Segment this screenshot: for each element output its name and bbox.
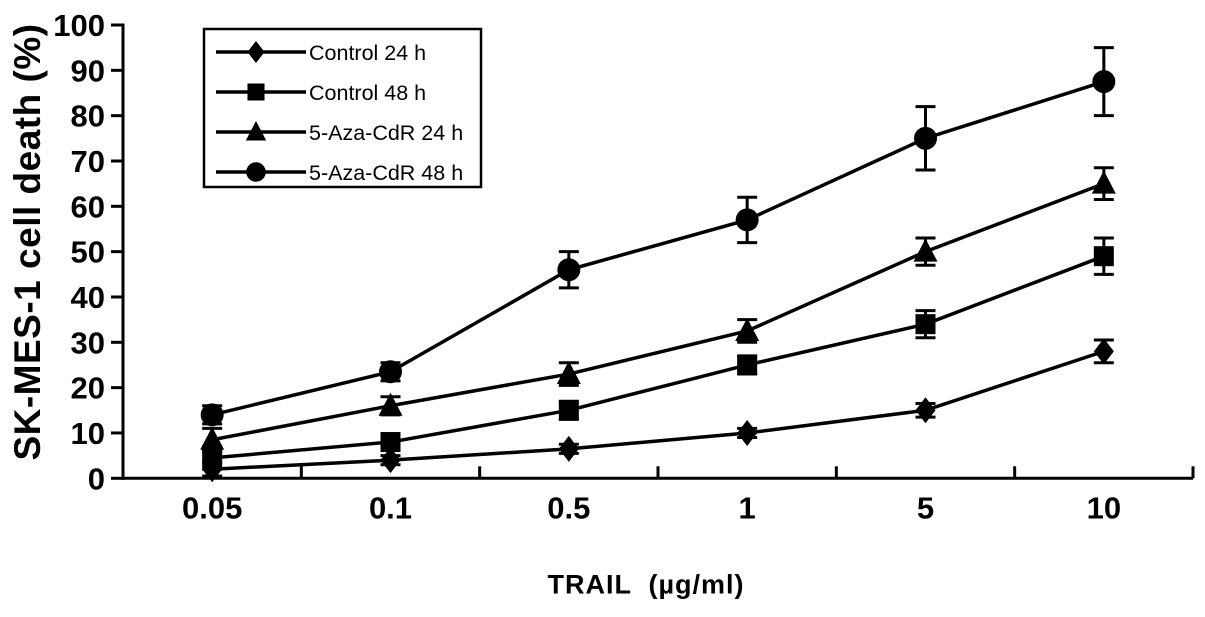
- square-marker: [1093, 246, 1114, 267]
- legend-item: Control 48 h: [216, 81, 426, 105]
- y-tick-label: 80: [71, 99, 105, 134]
- legend-label: Control 48 h: [309, 81, 426, 105]
- diamond-marker: [737, 419, 758, 446]
- diamond-marker: [247, 40, 265, 64]
- legend-item: 5-Aza-CdR 24 h: [216, 120, 463, 145]
- series-5-aza-cdr-24-h: [200, 166, 1116, 453]
- triangle-marker: [245, 120, 267, 141]
- x-tick-label: 0.1: [369, 490, 412, 525]
- square-marker: [915, 314, 936, 335]
- triangle-marker: [735, 317, 760, 341]
- circle-marker: [735, 208, 759, 232]
- x-tick-label: 10: [1087, 490, 1121, 525]
- y-tick-label: 10: [71, 416, 105, 451]
- y-tick-label: 30: [71, 325, 105, 360]
- x-axis-title: TRAIL (µg/ml): [547, 569, 745, 600]
- square-marker: [380, 432, 401, 453]
- diamond-marker: [915, 397, 936, 424]
- legend-item: 5-Aza-CdR 48 h: [216, 161, 463, 185]
- triangle-marker: [556, 361, 581, 385]
- y-tick-label: 60: [71, 189, 105, 224]
- circle-marker: [379, 360, 402, 384]
- y-tick-label: 50: [71, 235, 105, 270]
- y-axis: 0 10 20 30 40 50 60 70 80 90 100: [53, 8, 125, 496]
- y-tick-label: 0: [88, 461, 105, 496]
- y-tick-label: 90: [71, 53, 105, 88]
- x-tick-label: 0.5: [547, 490, 590, 525]
- legend-label: 5-Aza-CdR 48 h: [309, 161, 463, 185]
- y-tick-label: 20: [71, 371, 105, 406]
- y-tick-label: 70: [71, 144, 105, 179]
- circle-marker: [557, 258, 581, 282]
- triangle-marker: [1091, 170, 1116, 194]
- square-marker: [247, 83, 265, 101]
- circle-marker: [200, 403, 224, 427]
- diamond-marker: [380, 447, 401, 474]
- square-marker: [202, 447, 223, 468]
- diamond-marker: [558, 435, 579, 462]
- x-tick-label: 0.05: [182, 490, 242, 525]
- triangle-marker: [378, 392, 403, 416]
- legend-label: Control 24 h: [309, 41, 426, 65]
- x-tick-label: 5: [917, 490, 934, 525]
- legend-item: Control 24 h: [216, 40, 426, 65]
- x-axis: 0.05 0.1 0.5 1 5 10: [182, 466, 1195, 525]
- series-5-aza-cdr-48-h: [200, 46, 1116, 427]
- legend-label: 5-Aza-CdR 24 h: [309, 121, 463, 145]
- square-marker: [558, 400, 579, 421]
- circle-marker: [914, 126, 937, 150]
- circle-marker: [1092, 70, 1116, 94]
- y-tick-label: 100: [53, 8, 105, 43]
- triangle-marker: [913, 238, 938, 262]
- triangle-marker: [200, 426, 225, 450]
- x-tick-label: 1: [739, 490, 756, 525]
- y-tick-label: 40: [71, 280, 105, 315]
- square-marker: [737, 354, 758, 375]
- legend: Control 24 h Control 48 h 5-Aza-CdR 24 h 5-…: [202, 27, 483, 189]
- diamond-marker: [1093, 338, 1114, 365]
- circle-marker: [246, 162, 266, 182]
- series-control-24-h: [202, 338, 1114, 483]
